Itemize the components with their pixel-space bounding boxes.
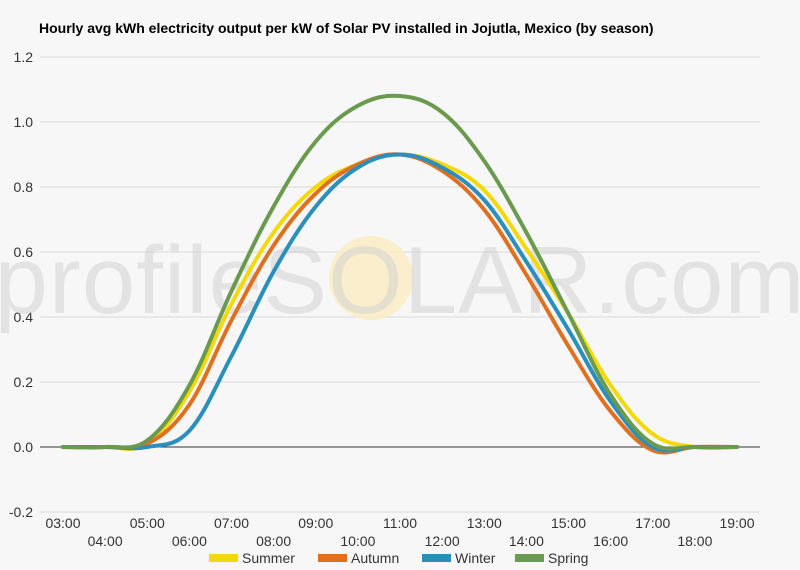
y-tick-label: 1.2: [14, 49, 34, 65]
y-tick-label: 1.0: [14, 114, 34, 130]
x-tick-label: 06:00: [172, 533, 207, 549]
x-tick-label: 14:00: [509, 533, 544, 549]
x-tick-label: 09:00: [298, 515, 333, 531]
y-tick-label: 0.6: [14, 244, 34, 260]
x-tick-label: 11:00: [383, 515, 417, 531]
x-tick-label: 19:00: [719, 515, 754, 531]
y-tick-label: 0.0: [14, 439, 34, 455]
legend-label-winter: Winter: [455, 550, 496, 566]
x-tick-label: 04:00: [88, 533, 123, 549]
legend-swatch-spring: [515, 554, 544, 562]
y-tick-label: -0.2: [9, 504, 33, 520]
legend-swatch-summer: [209, 554, 238, 562]
series-line-winter: [61, 152, 739, 453]
chart-title: Hourly avg kWh electricity output per kW…: [39, 20, 654, 36]
y-tick-label: 0.2: [14, 374, 34, 390]
x-tick-label: 08:00: [256, 533, 291, 549]
legend-swatch-autumn: [318, 554, 347, 562]
series-line-spring: [61, 93, 739, 451]
watermark-text: profileSOLAR.com: [0, 227, 800, 334]
x-tick-label: 15:00: [551, 515, 586, 531]
x-tick-label: 03:00: [45, 515, 80, 531]
legend-swatch-winter: [422, 554, 451, 562]
legend-label-spring: Spring: [548, 550, 588, 566]
x-tick-label: 10:00: [340, 533, 375, 549]
x-tick-label: 07:00: [214, 515, 249, 531]
y-tick-label: 0.8: [14, 179, 34, 195]
x-tick-label: 17:00: [635, 515, 670, 531]
x-tick-label: 16:00: [593, 533, 628, 549]
x-tick-label: 18:00: [677, 533, 712, 549]
x-tick-label: 12:00: [425, 533, 460, 549]
legend-label-autumn: Autumn: [351, 550, 399, 566]
y-tick-label: 0.4: [14, 309, 34, 325]
watermark-sun: [329, 236, 413, 320]
watermark: profileSOLAR.com: [0, 227, 800, 334]
legend-label-summer: Summer: [242, 550, 295, 566]
x-tick-label: 05:00: [130, 515, 165, 531]
x-tick-label: 13:00: [467, 515, 502, 531]
